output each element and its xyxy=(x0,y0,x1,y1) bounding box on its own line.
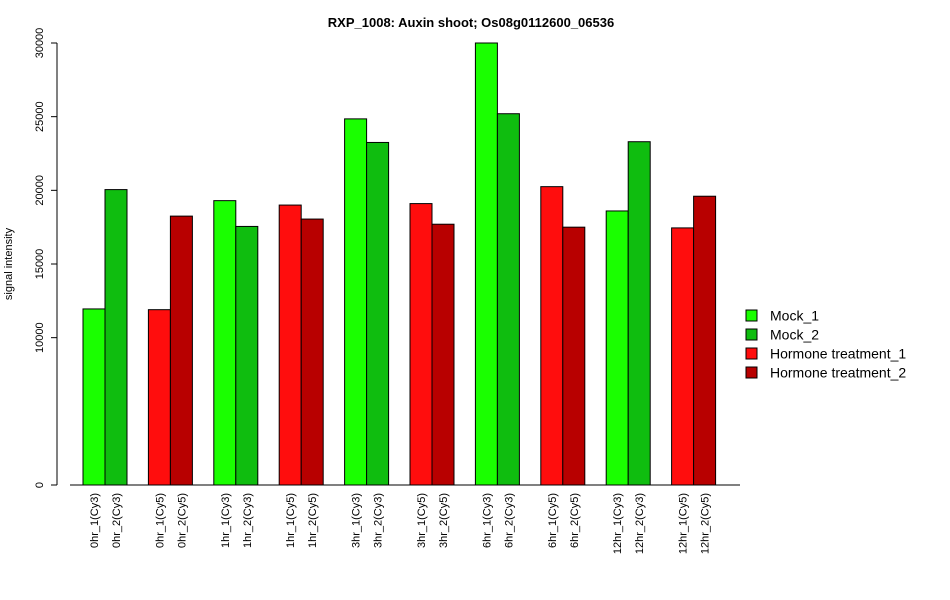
y-tick-label: 15000 xyxy=(34,249,46,280)
bar xyxy=(82,308,106,486)
bar xyxy=(540,186,564,486)
legend-swatch xyxy=(745,347,758,360)
bar xyxy=(169,215,193,486)
category-label: 6hr_2(Cy3) xyxy=(503,493,515,548)
bar xyxy=(104,189,128,486)
bar xyxy=(235,225,259,486)
y-axis-label: signal intensity xyxy=(3,227,15,300)
y-tick-label: 10000 xyxy=(34,322,46,353)
bar xyxy=(671,227,695,486)
category-label: 1hr_2(Cy5) xyxy=(307,493,319,548)
category-label: 0hr_2(Cy3) xyxy=(111,493,123,548)
category-label: 3hr_1(Cy5) xyxy=(416,493,428,548)
legend-label: Hormone treatment_1 xyxy=(770,346,906,362)
legend: Mock_1 Mock_2 Hormone treatment_1 Hormone t… xyxy=(745,308,906,381)
category-label: 12hr_2(Cy5) xyxy=(700,493,712,554)
bar xyxy=(627,141,651,486)
y-tick-label: 20000 xyxy=(34,175,46,206)
y-tick-label: 30000 xyxy=(34,28,46,59)
y-tick-label: 0 xyxy=(34,482,46,488)
legend-swatch xyxy=(745,309,758,322)
y-tick-label: 25000 xyxy=(34,101,46,132)
category-label: 6hr_2(Cy5) xyxy=(569,493,581,548)
y-axis: 0 10000 15000 20000 25000 30000 xyxy=(34,28,58,488)
category-label: 0hr_1(Cy3) xyxy=(89,493,101,548)
category-label: 3hr_1(Cy3) xyxy=(351,493,363,548)
chart-title: RXP_1008: Auxin shoot; Os08g0112600_0653… xyxy=(328,15,614,30)
category-label: 6hr_1(Cy5) xyxy=(547,493,559,548)
bar xyxy=(496,113,520,486)
bar xyxy=(474,42,498,486)
category-label: 0hr_2(Cy5) xyxy=(176,493,188,548)
bar xyxy=(366,141,390,486)
category-label: 12hr_2(Cy3) xyxy=(634,493,646,554)
legend-label: Hormone treatment_2 xyxy=(770,365,906,381)
category-label: 1hr_1(Cy3) xyxy=(220,493,232,548)
category-label: 0hr_1(Cy5) xyxy=(154,493,166,548)
legend-label: Mock_1 xyxy=(770,308,819,324)
bar xyxy=(344,118,368,486)
legend-swatch xyxy=(745,366,758,379)
bar xyxy=(562,226,586,486)
category-label: 1hr_1(Cy5) xyxy=(285,493,297,548)
bar xyxy=(300,218,324,486)
legend-swatch xyxy=(745,328,758,341)
category-label: 12hr_1(Cy5) xyxy=(678,493,690,554)
category-label: 3hr_2(Cy5) xyxy=(438,493,450,548)
bar xyxy=(213,200,237,486)
bar xyxy=(278,204,302,486)
category-label: 3hr_2(Cy3) xyxy=(373,493,385,548)
legend-label: Mock_2 xyxy=(770,327,819,343)
category-label: 6hr_1(Cy3) xyxy=(481,493,493,548)
bar xyxy=(431,223,455,486)
bar xyxy=(605,210,629,486)
bar xyxy=(693,195,717,486)
bar xyxy=(147,309,171,486)
category-labels: 0hr_1(Cy3) 0hr_2(Cy3) 0hr_1(Cy5) 0hr_2(Cy5)… xyxy=(89,493,712,554)
bars-group xyxy=(82,42,717,486)
bar xyxy=(409,203,433,486)
category-label: 1hr_2(Cy3) xyxy=(242,493,254,548)
category-label: 12hr_1(Cy3) xyxy=(612,493,624,554)
